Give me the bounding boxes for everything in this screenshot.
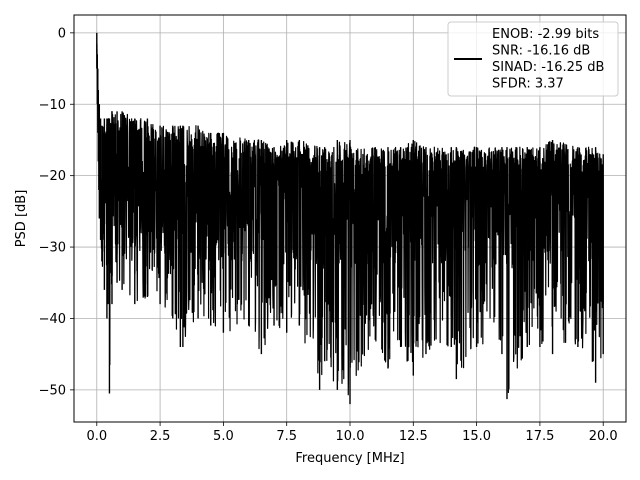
x-tick-label: 10.0 [336, 429, 365, 444]
legend-sinad: SINAD: -16.25 dB [492, 60, 604, 75]
x-axis-label: Frequency [MHz] [295, 451, 404, 466]
y-axis-ticks: 0 −10 −20 −30 −40 −50 [39, 26, 74, 398]
x-tick-label: 20.0 [589, 429, 618, 444]
y-tick-label: −30 [39, 241, 66, 256]
x-axis-ticks: 0.0 2.5 5.0 7.5 10.0 12.5 15.0 17.5 20.0 [86, 422, 618, 444]
x-tick-label: 15.0 [462, 429, 491, 444]
y-tick-label: −10 [39, 98, 66, 113]
series-layer [96, 32, 604, 405]
y-tick-label: −20 [39, 169, 66, 184]
x-tick-label: 0.0 [86, 429, 107, 444]
y-tick-label: 0 [58, 26, 66, 41]
x-tick-label: 12.5 [399, 429, 428, 444]
legend-sfdr: SFDR: 3.37 [492, 77, 564, 92]
legend-box [447, 21, 619, 97]
legend: ENOB: -2.99 bits SNR: -16.16 dB SINAD: -… [447, 21, 619, 97]
y-tick-label: −50 [39, 383, 66, 398]
legend-enob: ENOB: -2.99 bits [492, 27, 599, 42]
x-tick-label: 7.5 [276, 429, 297, 444]
x-tick-label: 5.0 [213, 429, 234, 444]
x-tick-label: 17.5 [525, 429, 554, 444]
legend-snr: SNR: -16.16 dB [492, 44, 590, 59]
x-tick-label: 2.5 [150, 429, 171, 444]
y-tick-label: −40 [39, 312, 66, 327]
y-axis-label: PSD [dB] [14, 190, 29, 248]
